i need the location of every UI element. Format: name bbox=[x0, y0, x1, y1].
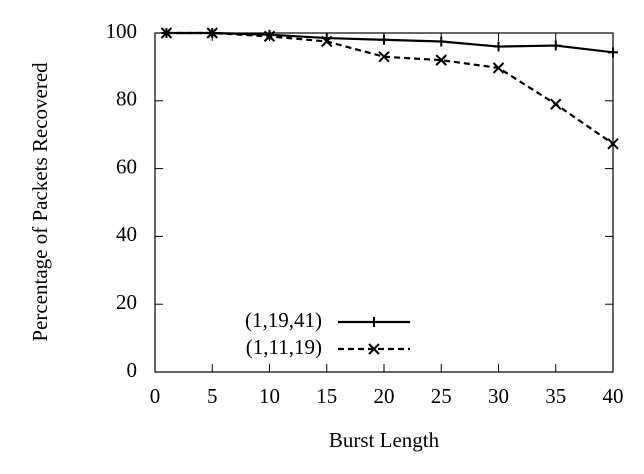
point-marker bbox=[206, 27, 218, 39]
x-tick-label: 15 bbox=[316, 384, 337, 408]
x-tick-label: 0 bbox=[150, 384, 161, 408]
x-tick-label: 25 bbox=[431, 384, 452, 408]
point-marker bbox=[492, 62, 505, 74]
legend-label: (1,19,41) bbox=[245, 308, 322, 332]
y-tick-label: 20 bbox=[116, 290, 137, 314]
point-marker bbox=[378, 51, 390, 63]
point-marker bbox=[550, 40, 561, 51]
y-tick-label: 0 bbox=[127, 358, 138, 382]
point-marker bbox=[550, 98, 562, 110]
series-line bbox=[166, 31, 614, 54]
x-tick-label: 20 bbox=[374, 384, 395, 408]
x-tick-label: 30 bbox=[488, 384, 509, 408]
y-tick-label: 40 bbox=[116, 222, 137, 246]
x-tick-label: 40 bbox=[603, 384, 624, 408]
point-marker bbox=[160, 27, 173, 39]
x-tick-label: 35 bbox=[545, 384, 566, 408]
point-marker bbox=[379, 34, 389, 45]
y-tick-label: 60 bbox=[116, 154, 137, 178]
y-tick-label: 80 bbox=[116, 87, 137, 111]
point-marker bbox=[263, 30, 276, 43]
y-tick-label: 100 bbox=[106, 19, 138, 43]
x-tick-label: 10 bbox=[259, 384, 280, 408]
legend-marker bbox=[368, 343, 380, 355]
legend-label: (1,11,19) bbox=[246, 335, 322, 359]
x-axis-label: Burst Length bbox=[329, 428, 440, 452]
point-marker bbox=[608, 47, 618, 58]
series-line bbox=[166, 31, 614, 145]
point-marker bbox=[436, 36, 447, 47]
legend-marker bbox=[369, 317, 379, 327]
x-tick-label: 5 bbox=[207, 384, 218, 408]
point-marker bbox=[264, 29, 275, 40]
point-marker bbox=[607, 138, 619, 150]
point-marker bbox=[321, 35, 333, 48]
point-marker bbox=[435, 54, 447, 66]
point-marker bbox=[493, 41, 504, 52]
y-axis-label: Percentage of Packets Recovered bbox=[28, 62, 52, 342]
